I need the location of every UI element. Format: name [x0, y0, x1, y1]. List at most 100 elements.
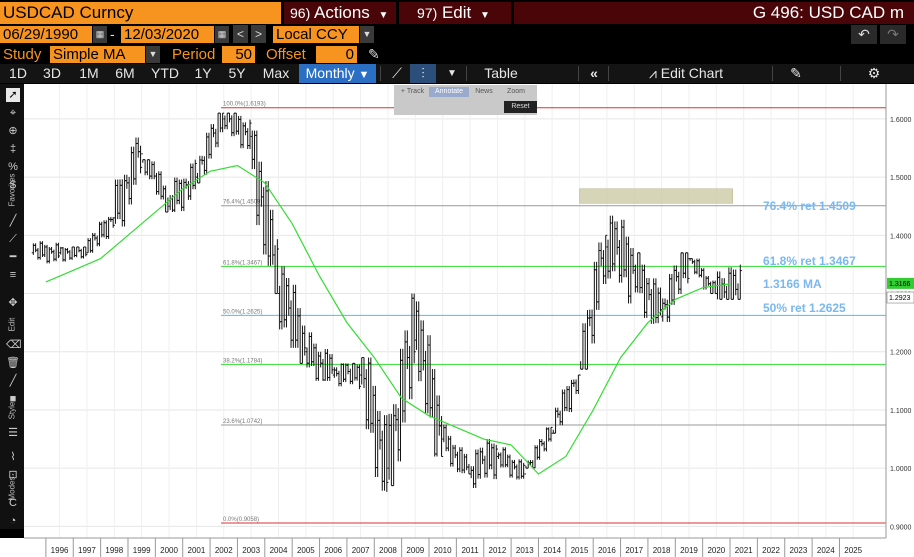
- x-tick-label: 2008: [379, 546, 397, 555]
- calendar-icon[interactable]: ▦: [215, 26, 229, 43]
- offset-field[interactable]: 0: [316, 46, 357, 63]
- delete-icon[interactable]: 🗑: [6, 357, 20, 369]
- trendline-icon[interactable]: ╱: [9, 215, 17, 227]
- redo-icon[interactable]: ↷: [880, 25, 906, 44]
- measure-icon[interactable]: ‡: [9, 143, 17, 155]
- range-3d[interactable]: 3D: [43, 65, 61, 81]
- x-tick-label: 2006: [324, 546, 342, 555]
- range-max[interactable]: Max: [262, 65, 290, 81]
- period-label: Period: [172, 46, 216, 63]
- crosshair-icon[interactable]: ⌖: [9, 107, 17, 119]
- ma-badge: [887, 277, 914, 289]
- annotation-618: 61.8% ret 1.3467: [763, 254, 856, 268]
- offset-label: Offset: [266, 46, 306, 63]
- x-tick-label: 2018: [653, 546, 671, 555]
- ray-icon[interactable]: ⟋: [9, 233, 17, 245]
- actions-number: 96): [290, 5, 311, 21]
- clone-icon[interactable]: ◔: [9, 515, 17, 527]
- end-date-field[interactable]: 12/03/2020: [121, 26, 214, 43]
- x-tick-label: 2012: [489, 546, 507, 555]
- table-button[interactable]: Table: [484, 65, 518, 81]
- x-tick-label: 2016: [598, 546, 616, 555]
- x-tick-label: 2021: [735, 546, 753, 555]
- x-tick-label: 2007: [352, 546, 370, 555]
- y-tick-label: 1.1000: [890, 408, 912, 415]
- y-tick-label: 1.0000: [890, 466, 912, 473]
- popup-track[interactable]: + Track: [400, 88, 425, 95]
- x-tick-label: 2014: [543, 546, 561, 555]
- chevron-down-icon[interactable]: ▼: [146, 46, 160, 63]
- annotate-icon[interactable]: ✎: [790, 65, 802, 81]
- edit-menu[interactable]: 97) Edit ▼: [399, 2, 511, 24]
- y-tick-label: 1.5000: [890, 175, 912, 182]
- range-1y[interactable]: 1Y: [194, 65, 212, 81]
- dollar-icon[interactable]: $: [9, 179, 17, 191]
- line-style-icon[interactable]: ╱: [9, 375, 17, 387]
- ticker-field[interactable]: USDCAD Curncy: [0, 2, 281, 24]
- line-chart-icon[interactable]: ⟋: [392, 65, 402, 81]
- chevron-down-icon[interactable]: ▼: [360, 26, 374, 43]
- drawing-toolbar: ➚ ⌖ ⊕ ‡ % $ Favorites ╱ ⟋ ━ ≡ Edit ✥ ⌫ 🗑…: [0, 84, 24, 529]
- chart-id: G 496: USD CAD m: [514, 2, 914, 24]
- x-tick-label: 2023: [790, 546, 808, 555]
- range-5y[interactable]: 5Y: [228, 65, 246, 81]
- study-field[interactable]: Simple MA: [50, 46, 145, 63]
- gear-icon[interactable]: ⚙: [867, 65, 881, 81]
- edit-chart-button[interactable]: ⩘ Edit Chart: [640, 64, 732, 83]
- range-1d[interactable]: 1D: [9, 65, 27, 81]
- period-field[interactable]: 50: [222, 46, 255, 63]
- actions-menu[interactable]: 96) Actions ▼: [284, 2, 396, 24]
- cycle-icon[interactable]: C: [9, 497, 17, 509]
- edit-number: 97): [417, 5, 438, 21]
- date-separator: -: [110, 26, 115, 42]
- eraser-icon[interactable]: ⌫: [6, 339, 22, 351]
- popup-reset[interactable]: Reset: [504, 101, 537, 113]
- edit-chart-label: Edit Chart: [660, 65, 724, 81]
- x-tick-label: 2001: [188, 546, 206, 555]
- x-tick-label: 2011: [461, 546, 479, 555]
- horizontal-line-icon[interactable]: ━: [9, 251, 17, 263]
- annotation-50: 50% ret 1.2625: [763, 301, 846, 315]
- currency-field[interactable]: Local CCY: [273, 26, 359, 43]
- start-date-field[interactable]: 06/29/1990: [0, 26, 92, 43]
- fib-label: 23.6%(1.0742): [223, 419, 262, 425]
- collapse-icon[interactable]: «: [590, 65, 598, 81]
- fib-label: 38.2%(1.1784): [223, 358, 262, 364]
- chevron-down-icon: ▼: [358, 69, 370, 81]
- popup-annotate[interactable]: Annotate: [429, 87, 469, 97]
- range-ytd[interactable]: YTD: [151, 65, 179, 81]
- undo-icon[interactable]: ↶: [851, 25, 877, 44]
- snap-icon[interactable]: ⌇: [10, 451, 16, 463]
- x-tick-label: 1996: [51, 546, 69, 555]
- cursor-icon[interactable]: ➚: [6, 88, 20, 102]
- line-weight-icon[interactable]: ☰: [8, 427, 18, 439]
- y-tick-label: 1.6000: [890, 117, 912, 124]
- zoom-in-icon[interactable]: ⊕: [8, 125, 18, 137]
- frequency-label: Monthly: [305, 65, 355, 81]
- range-1m[interactable]: 1M: [79, 65, 99, 81]
- edit-label: Edit: [441, 3, 472, 22]
- frequency-select[interactable]: Monthly ▼: [299, 64, 376, 83]
- resistance-zone: [579, 188, 734, 204]
- x-tick-label: 1997: [78, 546, 96, 555]
- x-tick-label: 2020: [707, 546, 725, 555]
- channel-icon[interactable]: ≡: [9, 269, 17, 281]
- popup-news[interactable]: News: [475, 88, 493, 95]
- chart-popup: + Track Annotate News Zoom Reset: [394, 85, 537, 115]
- pencil-icon[interactable]: ✎: [368, 46, 380, 62]
- range-6m[interactable]: 6M: [115, 65, 135, 81]
- chevron-down-icon[interactable]: ▼: [447, 68, 457, 79]
- bar-chart-icon[interactable]: ⫶: [410, 64, 436, 83]
- percent-icon[interactable]: %: [8, 161, 18, 173]
- lock-icon[interactable]: ⊡: [8, 469, 18, 481]
- calendar-icon[interactable]: ▦: [93, 26, 107, 43]
- move-icon[interactable]: ✥: [8, 297, 18, 309]
- next-period-button[interactable]: >: [251, 25, 266, 43]
- study-label: Study: [3, 46, 42, 63]
- previous-period-button[interactable]: <: [233, 25, 248, 43]
- popup-zoom[interactable]: Zoom: [507, 88, 525, 95]
- fib-label: 0.0%(0.9058): [223, 517, 259, 523]
- x-tick-label: 2010: [434, 546, 452, 555]
- fill-color-icon[interactable]: ■: [9, 393, 17, 405]
